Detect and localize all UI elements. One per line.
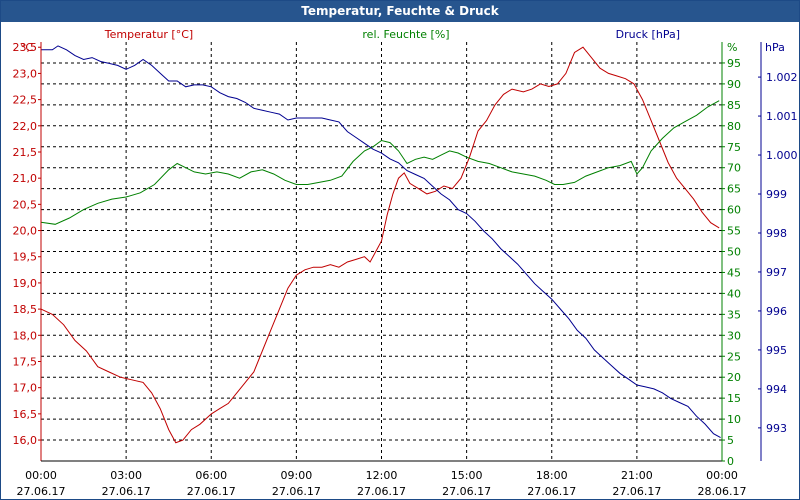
humidity-tick-label: 80 bbox=[727, 120, 741, 133]
humidity-series-line bbox=[40, 100, 720, 225]
x-tick-time-label: 12:00 bbox=[366, 469, 398, 482]
humidity-tick-label: 50 bbox=[727, 246, 741, 259]
humidity-tick-label: 75 bbox=[727, 141, 741, 154]
x-tick-date-label: 27.06.17 bbox=[612, 485, 661, 498]
x-tick-time-label: 18:00 bbox=[536, 469, 568, 482]
temperature-tick-label: 22,5 bbox=[13, 94, 38, 107]
pressure-tick-label: 1.001 bbox=[766, 110, 798, 123]
temperature-tick-label: 17,5 bbox=[13, 355, 38, 368]
x-tick-date-label: 27.06.17 bbox=[272, 485, 321, 498]
x-tick-date-label: 28.06.17 bbox=[698, 485, 747, 498]
x-tick-date-label: 27.06.17 bbox=[102, 485, 151, 498]
pressure-tick-label: 996 bbox=[766, 305, 787, 318]
humidity-tick-label: 15 bbox=[727, 392, 741, 405]
humidity-unit-label: % bbox=[727, 41, 737, 54]
humidity-tick-label: 35 bbox=[727, 308, 741, 321]
x-tick-date-label: 27.06.17 bbox=[17, 485, 66, 498]
x-tick-time-label: 00:00 bbox=[706, 469, 738, 482]
x-tick-date-label: 27.06.17 bbox=[527, 485, 576, 498]
pressure-series-line bbox=[41, 45, 721, 439]
temperature-tick-label: 21,5 bbox=[13, 146, 38, 159]
humidity-tick-label: 40 bbox=[727, 287, 741, 300]
temperature-tick-label: 19,0 bbox=[13, 277, 38, 290]
x-tick-time-label: 09:00 bbox=[281, 469, 313, 482]
pressure-tick-label: 994 bbox=[766, 383, 787, 396]
temperature-tick-label: 18,5 bbox=[13, 303, 38, 316]
temperature-tick-label: 16,0 bbox=[13, 434, 38, 447]
humidity-tick-label: 70 bbox=[727, 162, 741, 175]
x-tick-time-label: 15:00 bbox=[451, 469, 483, 482]
humidity-tick-label: 30 bbox=[727, 329, 741, 342]
pressure-unit-label: hPa bbox=[765, 41, 785, 54]
humidity-tick-label: 90 bbox=[727, 78, 741, 91]
temperature-tick-label: 23,0 bbox=[13, 67, 38, 80]
temperature-tick-label: 20,5 bbox=[13, 198, 38, 211]
temperature-tick-label: 17,0 bbox=[13, 382, 38, 395]
humidity-tick-label: 20 bbox=[727, 371, 741, 384]
x-tick-time-label: 21:00 bbox=[621, 469, 653, 482]
pressure-series-label: Druck [hPa] bbox=[616, 28, 680, 41]
temperature-unit-label: °C bbox=[20, 41, 34, 54]
humidity-tick-label: 0 bbox=[727, 455, 734, 468]
temperature-tick-label: 20,0 bbox=[13, 225, 38, 238]
humidity-tick-label: 5 bbox=[727, 434, 734, 447]
pressure-tick-label: 993 bbox=[766, 422, 787, 435]
temperature-tick-label: 23,5 bbox=[13, 41, 38, 54]
temperature-series-label: Temperatur [°C] bbox=[104, 28, 193, 41]
humidity-tick-label: 10 bbox=[727, 413, 741, 426]
temperature-series-line bbox=[40, 46, 720, 444]
chart-area: 16,0 16,5 17,0 17,5 18,0 18,5 19,0 19,5 20,0 20,5… bbox=[13, 28, 798, 498]
humidity-series-label: rel. Feuchte [%] bbox=[362, 28, 449, 41]
pressure-tick-label: 1.000 bbox=[766, 149, 798, 162]
temperature-tick-label: 19,5 bbox=[13, 251, 38, 264]
x-tick-time-label: 06:00 bbox=[195, 469, 227, 482]
temperature-tick-label: 18,0 bbox=[13, 329, 38, 342]
humidity-tick-label: 55 bbox=[727, 225, 741, 238]
pressure-tick-label: 997 bbox=[766, 266, 787, 279]
x-tick-date-label: 27.06.17 bbox=[187, 485, 236, 498]
humidity-tick-label: 45 bbox=[727, 266, 741, 279]
temperature-tick-label: 21,0 bbox=[13, 172, 38, 185]
humidity-tick-label: 85 bbox=[727, 99, 741, 112]
humidity-tick-label: 25 bbox=[727, 350, 741, 363]
x-tick-date-label: 27.06.17 bbox=[442, 485, 491, 498]
pressure-tick-label: 995 bbox=[766, 344, 787, 357]
pressure-tick-label: 1.002 bbox=[766, 71, 798, 84]
window-title: Temperatur, Feuchte & Druck bbox=[1, 1, 799, 22]
humidity-tick-label: 65 bbox=[727, 183, 741, 196]
temperature-tick-label: 16,5 bbox=[13, 408, 38, 421]
x-tick-time-label: 00:00 bbox=[25, 469, 57, 482]
humidity-tick-label: 60 bbox=[727, 204, 741, 217]
temperature-tick-label: 22,0 bbox=[13, 120, 38, 133]
x-tick-time-label: 03:00 bbox=[110, 469, 142, 482]
pressure-tick-label: 998 bbox=[766, 227, 787, 240]
x-tick-date-label: 27.06.17 bbox=[357, 485, 406, 498]
humidity-tick-label: 95 bbox=[727, 57, 741, 70]
pressure-tick-label: 999 bbox=[766, 188, 787, 201]
